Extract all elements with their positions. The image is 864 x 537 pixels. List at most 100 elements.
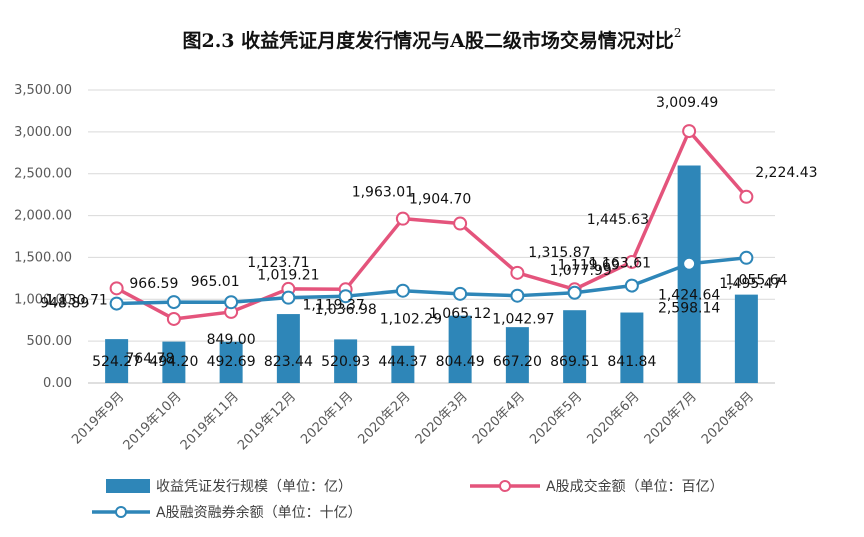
turnover-point xyxy=(624,254,639,269)
bar xyxy=(334,339,358,383)
margin-value-label: 965.01 xyxy=(191,274,240,290)
chart-title-text: 图2.3 收益凭证月度发行情况与A股二级市场交易情况对比 xyxy=(182,29,673,52)
y-tick-label: 500.00 xyxy=(27,334,73,349)
turnover-value-label: 1,123.71 xyxy=(247,255,309,271)
x-tick-label: 2020年6月 xyxy=(584,389,642,447)
margin-point xyxy=(166,295,181,310)
y-tick-label: 1,000.00 xyxy=(14,292,72,307)
margin-value-label: 1,036.98 xyxy=(314,302,376,318)
margin-point xyxy=(395,283,410,298)
turnover-value-label: 1,963.01 xyxy=(352,185,414,201)
bar xyxy=(620,312,644,383)
x-tick-label: 2019年9月 xyxy=(69,389,127,447)
bar-value-label: 667.20 xyxy=(493,354,542,370)
bar xyxy=(162,341,186,383)
bar-value-label: 520.93 xyxy=(321,354,370,370)
legend-swatch-bar xyxy=(106,479,150,493)
turnover-value-label: 764.78 xyxy=(125,351,174,367)
turnover-value-label: 3,009.49 xyxy=(656,95,718,111)
turnover-value-label: 849.00 xyxy=(207,332,256,348)
margin-point xyxy=(281,290,296,305)
bar xyxy=(219,341,243,383)
turnover-value-label: 1,445.63 xyxy=(587,212,649,228)
legend: 收益凭证发行规模（单位：亿） A股成交金额（单位：百亿） A股融资融券余额（单位：十… xyxy=(92,478,724,521)
bar xyxy=(677,165,701,383)
bar-value-label: 492.69 xyxy=(207,354,256,370)
x-tick-label: 2020年4月 xyxy=(470,389,528,447)
turnover-point xyxy=(453,216,468,231)
x-tick-label: 2019年12月 xyxy=(235,389,299,453)
margin-point xyxy=(510,288,525,303)
x-tick-label: 2020年7月 xyxy=(642,389,700,447)
bar-value-label: 2,598.14 xyxy=(658,300,720,316)
turnover-line xyxy=(115,129,748,321)
margin-value-label: 1,065.12 xyxy=(429,306,491,322)
x-tick-label: 2020年1月 xyxy=(298,389,356,447)
margin-value-label: 1,042.97 xyxy=(492,312,554,328)
x-tick-label: 2019年10月 xyxy=(121,389,185,453)
bar xyxy=(276,314,300,383)
margin-value-label: 1,424.64 xyxy=(658,288,720,304)
bar xyxy=(734,294,758,383)
y-tick-label: 0.00 xyxy=(43,376,72,391)
bar-value-label: 524.27 xyxy=(92,354,141,370)
legend-label-bar: 收益凭证发行规模（单位：亿） xyxy=(156,479,352,495)
bar-value-label: 1,055.64 xyxy=(725,273,787,289)
margin-value-label: 1,077.99 xyxy=(549,263,611,279)
margin-point xyxy=(624,278,639,293)
margin-value-label: 966.59 xyxy=(129,276,178,292)
turnover-point xyxy=(682,124,697,139)
bar xyxy=(505,327,529,383)
margin-value-label: 1,019.21 xyxy=(257,268,319,284)
bar-value-label: 804.49 xyxy=(436,354,485,370)
y-tick-label: 1,500.00 xyxy=(14,250,72,265)
legend-marker-turnover xyxy=(499,480,511,492)
chart-title: 图2.3 收益凭证月度发行情况与A股二级市场交易情况对比2 xyxy=(182,26,681,52)
turnover-value-label: 1,130.71 xyxy=(45,292,107,308)
y-tick-label: 2,500.00 xyxy=(14,167,72,182)
margin-line xyxy=(116,256,747,306)
bar xyxy=(391,345,415,383)
x-tick-label: 2020年3月 xyxy=(413,389,471,447)
bar-value-label: 444.37 xyxy=(378,354,427,370)
bar xyxy=(105,339,129,383)
turnover-point xyxy=(166,311,181,326)
margin-point xyxy=(453,286,468,301)
bar xyxy=(448,315,472,383)
turnover-point xyxy=(395,211,410,226)
margin-value-label: 1,495.47 xyxy=(719,276,781,292)
margin-point xyxy=(109,296,124,311)
bar-value-label: 823.44 xyxy=(264,354,313,370)
y-axis: 0.00 500.00 1,000.00 1,500.00 2,000.00 2,500.… xyxy=(14,83,72,391)
turnover-value-label: 1,904.70 xyxy=(409,192,471,208)
x-tick-label: 2020年2月 xyxy=(355,389,413,447)
margin-point xyxy=(224,295,239,310)
bar xyxy=(563,310,587,383)
x-tick-label: 2020年8月 xyxy=(699,389,757,447)
turnover-value-label: 1,119.37 xyxy=(302,297,364,313)
y-tick-label: 3,500.00 xyxy=(14,83,72,98)
legend-label-margin: A股融资融券余额（单位：十亿） xyxy=(156,504,362,521)
y-tick-label: 3,000.00 xyxy=(14,125,72,140)
line-series xyxy=(109,124,754,326)
data-labels: 524.27 494.20 492.69 823.44 520.93 444.37 804.… xyxy=(40,95,817,370)
margin-point xyxy=(338,289,353,304)
margin-value-label: 1,163.61 xyxy=(589,256,651,272)
turnover-value-label: 2,224.43 xyxy=(755,165,817,181)
margin-point xyxy=(567,285,582,300)
y-tick-label: 2,000.00 xyxy=(14,209,72,224)
gridlines xyxy=(88,89,775,384)
turnover-point xyxy=(109,281,124,296)
title-footnote-mark: 2 xyxy=(674,26,682,40)
margin-value-label: 948.89 xyxy=(40,296,89,312)
bar-value-label: 869.51 xyxy=(550,354,599,370)
legend-label-turnover: A股成交金额（单位：百亿） xyxy=(546,478,724,495)
margin-value-label: 1,102.29 xyxy=(380,312,442,328)
turnover-value-label: 1,119.69 xyxy=(557,257,619,273)
bar-value-label: 841.84 xyxy=(607,354,656,370)
bar-series xyxy=(105,165,758,383)
margin-point xyxy=(682,256,697,271)
x-tick-label: 2020年5月 xyxy=(527,389,585,447)
